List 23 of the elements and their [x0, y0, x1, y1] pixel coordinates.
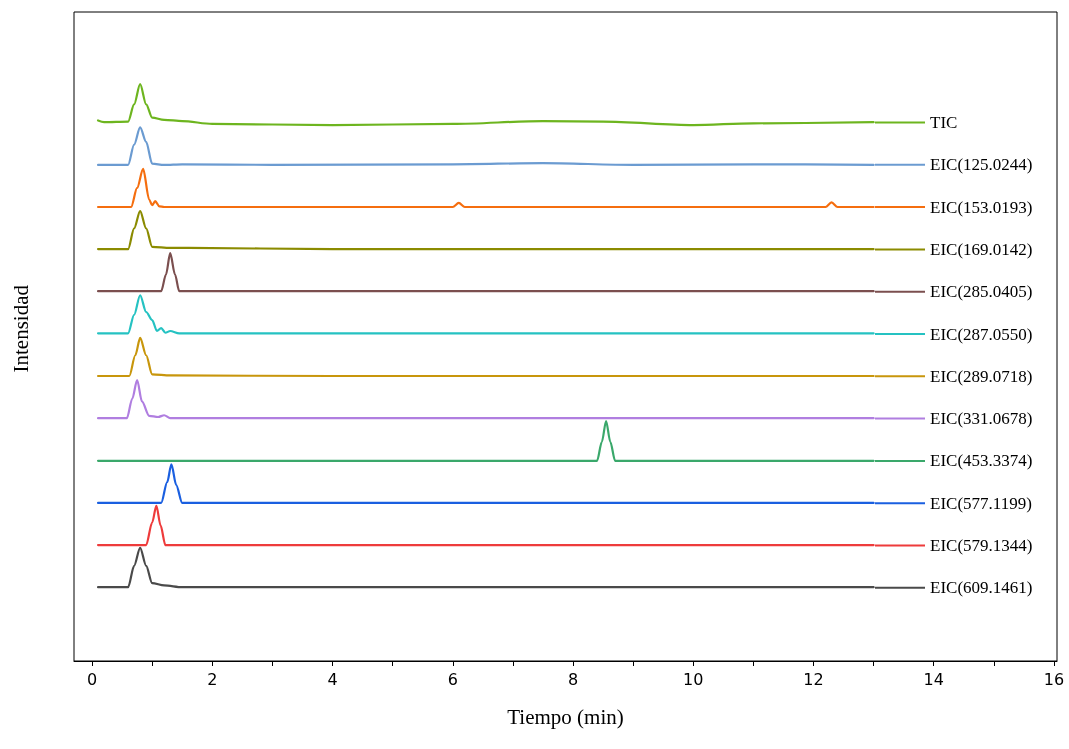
legend-label: EIC(285.0405) [930, 282, 1033, 302]
legend-label: EIC(331.0678) [930, 409, 1033, 429]
y-axis-title: Intensidad [8, 284, 33, 373]
x-axis-title: Tiempo (min) [507, 704, 624, 729]
legend-label: EIC(577.1199) [930, 493, 1032, 513]
legend-label: EIC(579.1344) [930, 536, 1033, 555]
x-tick-label: 2 [207, 669, 218, 689]
x-tick-label: 8 [567, 669, 579, 689]
legend-label: EIC(453.3374) [930, 451, 1033, 471]
legend-label: EIC(153.0193) [930, 197, 1033, 217]
x-tick-label: 4 [327, 669, 338, 689]
legend-label: TIC [930, 113, 958, 132]
legend-label: EIC(125.0244) [930, 155, 1033, 175]
legend-label: EIC(287.0550) [930, 324, 1033, 344]
legend-label: EIC(289.0718) [930, 366, 1033, 386]
x-tick-label: 10 [683, 669, 704, 689]
legend-label: EIC(609.1461) [930, 578, 1033, 598]
x-tick-label: 16 [1043, 669, 1065, 689]
x-tick-label: 0 [86, 669, 98, 689]
x-tick-label: 14 [923, 669, 944, 689]
x-tick-label: 6 [447, 669, 458, 689]
x-tick-label: 12 [803, 669, 824, 689]
legend-label: EIC(169.0142) [930, 239, 1033, 259]
